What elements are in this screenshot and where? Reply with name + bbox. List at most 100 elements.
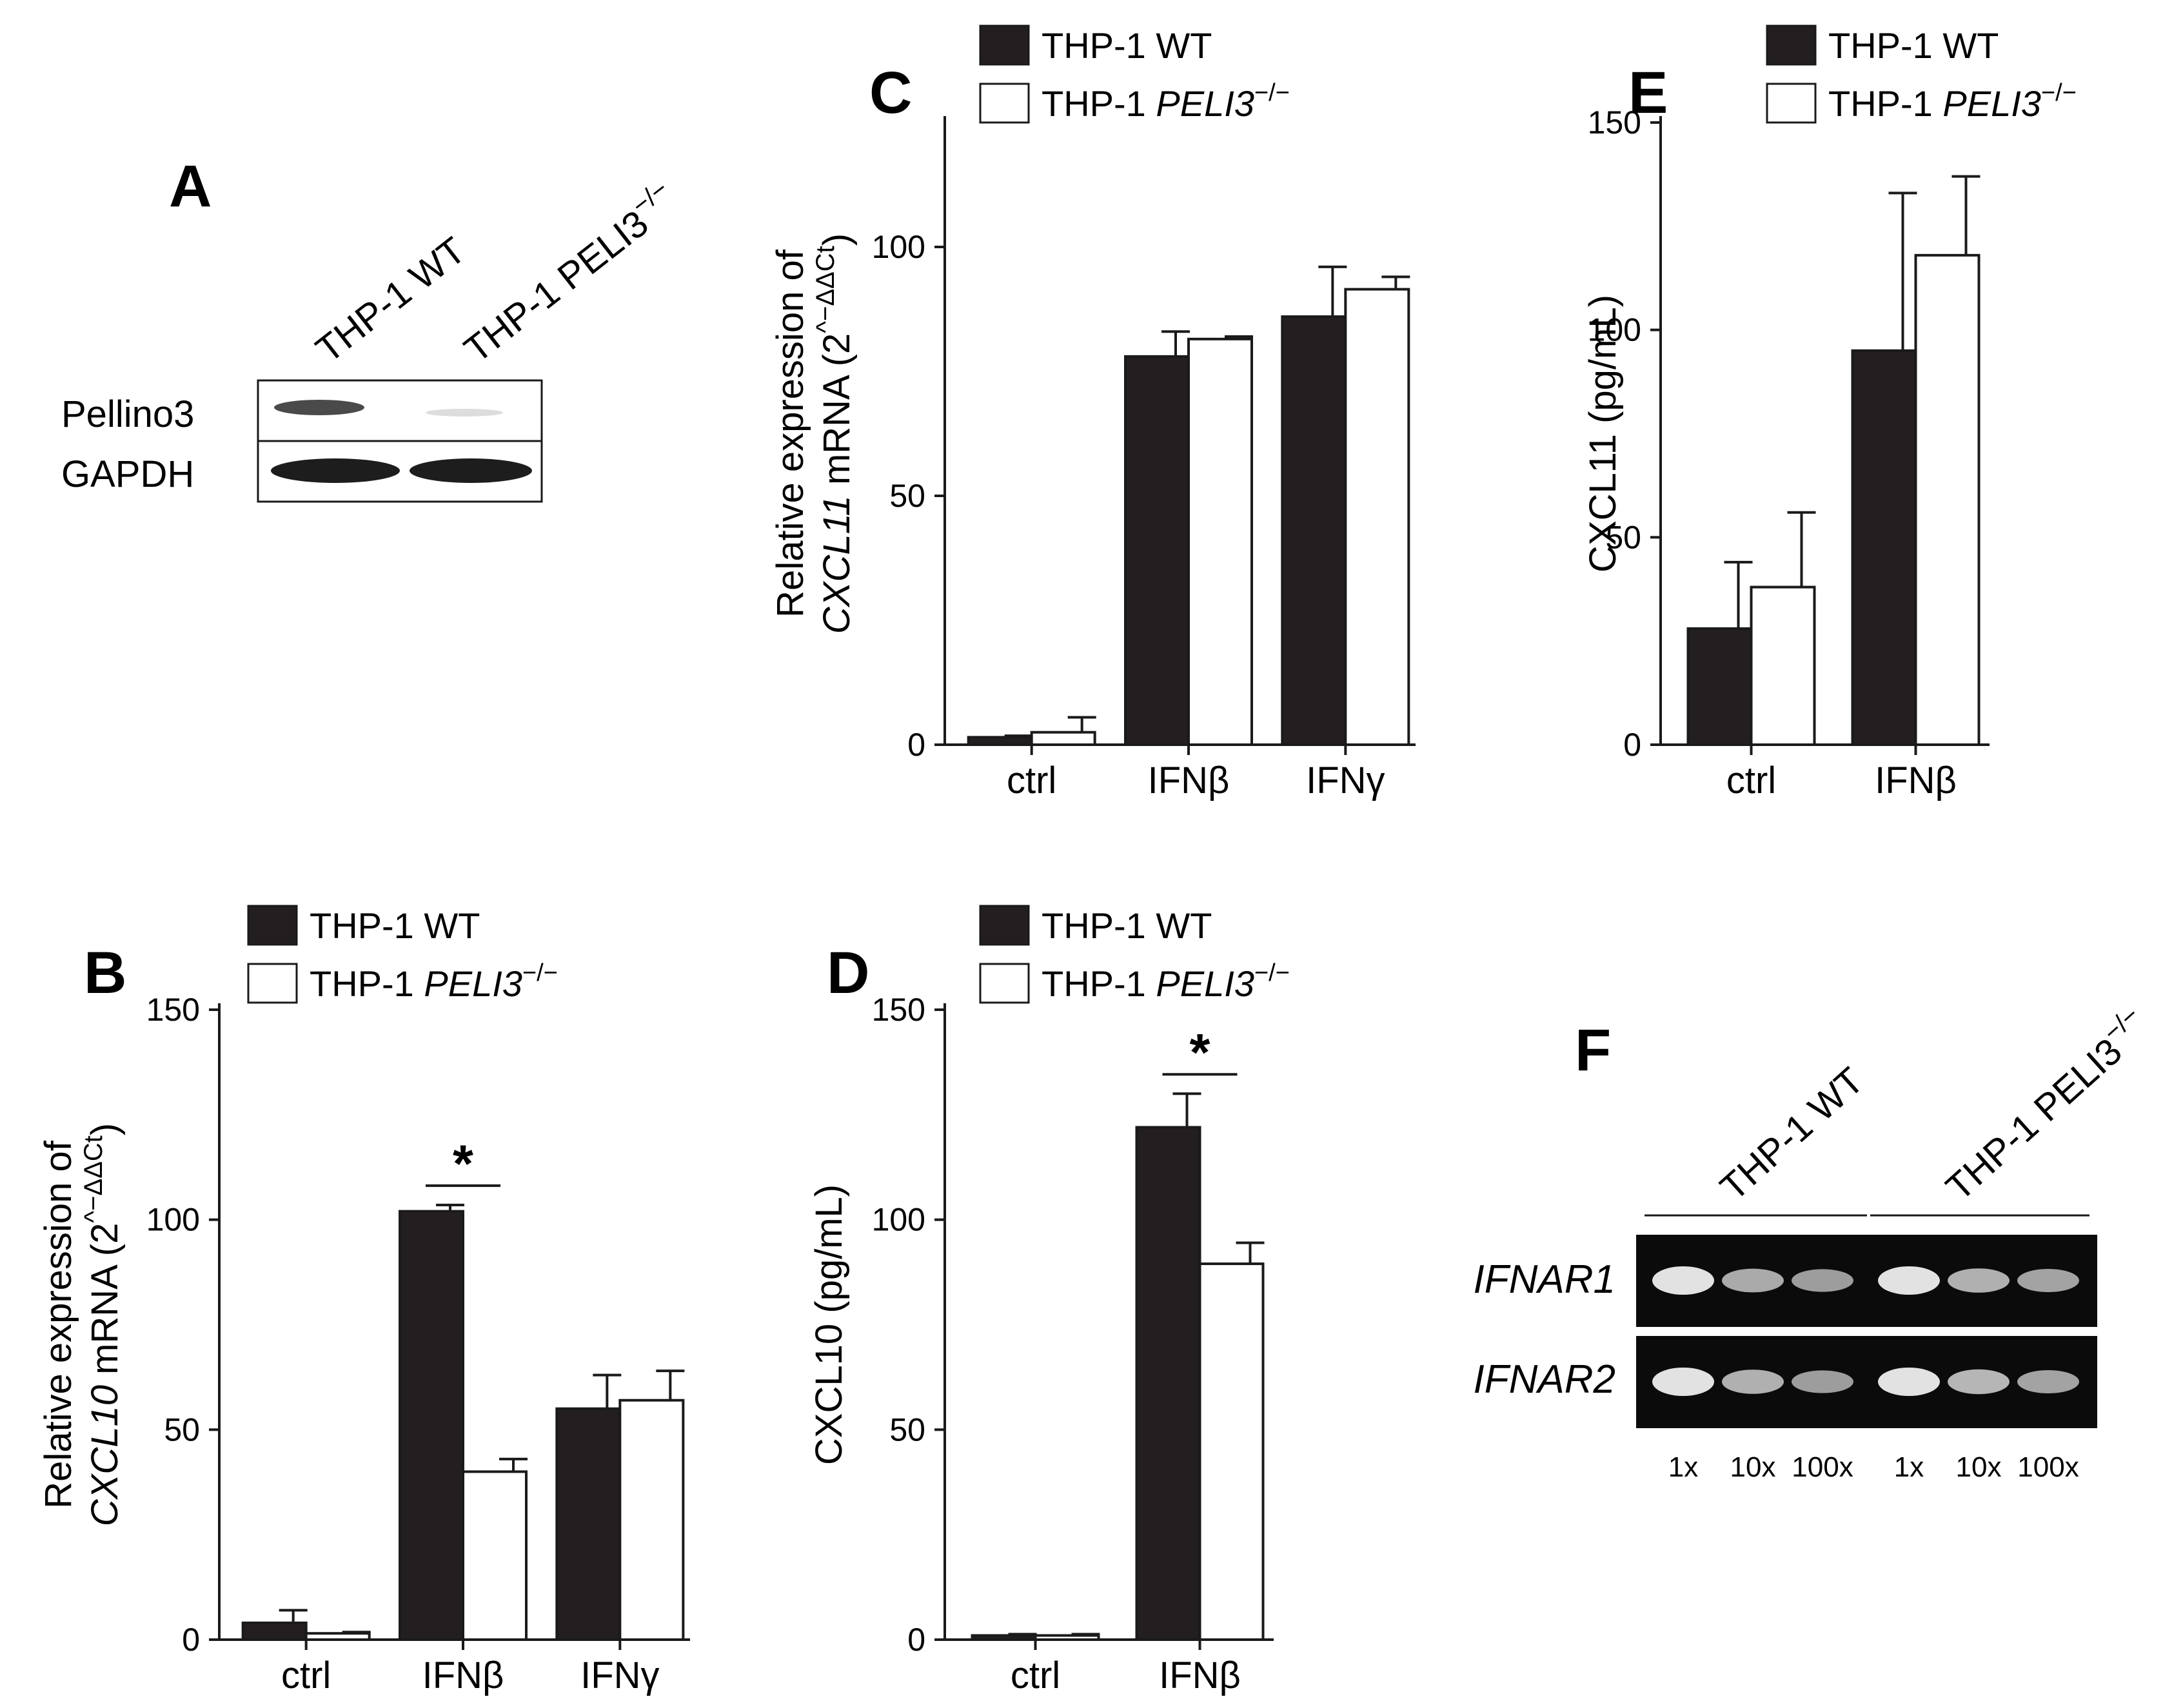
legend-swatch-ko <box>979 963 1030 1004</box>
legend-label-wt: THP-1 WT <box>1042 905 1212 946</box>
panel-letter-a: A <box>169 153 212 219</box>
bar-wt-1 <box>1124 355 1190 746</box>
y-tick-label: 100 <box>1588 312 1641 348</box>
legend-label-ko-prefix: THP-1 <box>1828 83 1942 124</box>
x-tick-label: IFNβ <box>1148 760 1230 801</box>
panel-a-western-blot: A THP-1 WT THP-1 PELI3−/− Pellino3 GAPDH <box>61 153 685 503</box>
blot-row-label-pellino3: Pellino3 <box>61 393 194 435</box>
panel-letter-e: E <box>1628 60 1668 126</box>
gel-band <box>1722 1369 1784 1394</box>
legend-label-wt: THP-1 WT <box>1828 25 1999 66</box>
blot-lane-label-ko: THP-1 PELI3−/− <box>453 175 685 371</box>
gel-dilution-label: 1x <box>1668 1451 1698 1483</box>
y-axis-label-text: CXCL10 (pg/mL) <box>808 1184 850 1465</box>
band-gapdh-wt <box>271 458 400 483</box>
gel-dilution-label: 1x <box>1894 1451 1924 1483</box>
y-tick-label: 100 <box>872 1202 925 1238</box>
legend-label-ko-gene: PELI3 <box>424 963 522 1004</box>
y-tick-label: 100 <box>146 1202 200 1238</box>
y-axis-label: CXCL10 (pg/mL) <box>808 1184 850 1465</box>
panel-c-chart: C THP-1 WT THP-1 PELI3−/− 0 50 100 ctrl IFNβ IFN… <box>769 25 1416 801</box>
legend-label-ko-sup: −/− <box>1254 959 1290 987</box>
y-tick-label: 0 <box>907 1622 925 1658</box>
y-axis-label-close: ) <box>816 233 858 246</box>
legend-label-ko-prefix: THP-1 <box>1042 963 1156 1004</box>
panel-letter-f: F <box>1575 1017 1611 1083</box>
legend-label-ko-gene: PELI3 <box>1942 83 2041 124</box>
blot-lane-label-wt: THP-1 WT <box>308 229 473 371</box>
y-axis-label-line1: Relative expression of <box>37 1140 79 1509</box>
bar-ko-0 <box>1030 731 1096 746</box>
bar-ko-0 <box>304 1632 371 1641</box>
legend-label-ko-sup: −/− <box>2041 79 2077 106</box>
bar-ko-0 <box>1750 585 1816 746</box>
y-tick-label: 50 <box>1605 519 1641 555</box>
x-tick-label: IFNβ <box>1159 1654 1241 1696</box>
y-axis-label-close: ) <box>84 1123 126 1135</box>
bar-wt-0 <box>967 736 1033 747</box>
y-tick-label: 150 <box>1588 104 1641 141</box>
y-axis-label: Relative expression of CXCL10 mRNA (2^−ΔΔ… <box>37 1123 126 1527</box>
legend-label-ko-prefix: THP-1 <box>1042 83 1156 124</box>
legend: THP-1 WT THP-1 PELI3−/− <box>1766 25 2077 124</box>
y-tick-label: 0 <box>182 1622 200 1658</box>
significance-star: * <box>1190 1023 1210 1082</box>
y-axis-label-rest: mRNA (2 <box>84 1223 126 1385</box>
gel-band <box>2017 1370 2079 1393</box>
bar-ko-2 <box>618 1399 685 1641</box>
legend-swatch-ko <box>1766 83 1817 124</box>
legend-label-ko: THP-1 PELI3−/− <box>1042 79 1290 124</box>
x-tick-label: ctrl <box>1007 760 1056 801</box>
x-tick-label: IFNγ <box>1306 760 1385 801</box>
x-tick-label: IFNβ <box>422 1654 504 1696</box>
y-axis-label-line1: Relative expression of <box>769 249 811 618</box>
x-tick-label: ctrl <box>281 1654 331 1696</box>
y-tick-label: 0 <box>907 727 925 763</box>
y-tick-label: 0 <box>1623 727 1641 763</box>
panel-letter-c: C <box>869 60 912 126</box>
y-tick-label: 100 <box>872 229 925 265</box>
bar-ko-1 <box>462 1470 528 1641</box>
y-axis-label: Relative expression of CXCL11 mRNA (2^−ΔΔ… <box>769 233 858 634</box>
y-tick-label: 50 <box>164 1411 200 1448</box>
x-tick-label: ctrl <box>1011 1654 1060 1696</box>
gel-group-label-wt: THP-1 WT <box>1712 1059 1872 1209</box>
y-tick-label: 150 <box>872 992 925 1028</box>
y-axis-label-gene: CXCL11 <box>816 495 858 634</box>
bar-wt-1 <box>399 1210 464 1641</box>
gel-band <box>1878 1368 1940 1396</box>
gel-dilution-label: 100x <box>1792 1451 1853 1483</box>
band-pellino3-ko <box>426 409 503 417</box>
panel-b-chart: B THP-1 WT THP-1 PELI3−/− 0 50 100 150 ctrl IFNβ… <box>37 905 690 1696</box>
x-tick-label: ctrl <box>1726 760 1776 801</box>
bar-wt-0 <box>1686 627 1753 746</box>
gel-band <box>1878 1266 1940 1295</box>
legend-swatch-wt <box>1766 25 1817 66</box>
bar-wt-1 <box>1851 349 1917 746</box>
gel-band <box>1652 1266 1714 1295</box>
gel-dilution-label: 100x <box>2017 1451 2079 1483</box>
legend-label-wt: THP-1 WT <box>1042 25 1212 66</box>
legend: THP-1 WT THP-1 PELI3−/− <box>979 905 1290 1004</box>
gel-band <box>1722 1268 1784 1293</box>
panel-f-gel: F THP-1 WT THP-1 PELI3−/− IFNAR1 IFNAR2 … <box>1474 1001 2157 1483</box>
bar-ko-2 <box>1344 288 1410 746</box>
y-axis-label-line2: CXCL10 mRNA (2^−ΔΔCt) <box>79 1123 126 1527</box>
gel-band <box>1948 1369 2010 1395</box>
legend: THP-1 WT THP-1 PELI3−/− <box>247 905 558 1004</box>
y-axis-label-rest: mRNA (2 <box>816 333 858 495</box>
y-axis-label: CXCL11 (pg/mL) <box>1582 295 1624 573</box>
bar-ko-1 <box>1914 253 1981 747</box>
legend-label-wt: THP-1 WT <box>310 905 480 946</box>
gel-row-label-ifnar2: IFNAR2 <box>1474 1357 1615 1402</box>
legend-label-ko-prefix: THP-1 <box>310 963 424 1004</box>
bar-ko-1 <box>1187 337 1253 746</box>
y-axis-label-text: CXCL11 (pg/mL) <box>1582 295 1624 573</box>
gel-group-label-ko: THP-1 PELI3−/− <box>1934 1001 2157 1208</box>
gel-band <box>1948 1268 2010 1293</box>
y-axis-label-exponent: ^−ΔΔCt <box>811 246 840 333</box>
bar-wt-1 <box>1135 1126 1201 1641</box>
legend-label-ko-gene: PELI3 <box>1156 83 1254 124</box>
gel-row-label-ifnar1: IFNAR1 <box>1474 1257 1615 1302</box>
